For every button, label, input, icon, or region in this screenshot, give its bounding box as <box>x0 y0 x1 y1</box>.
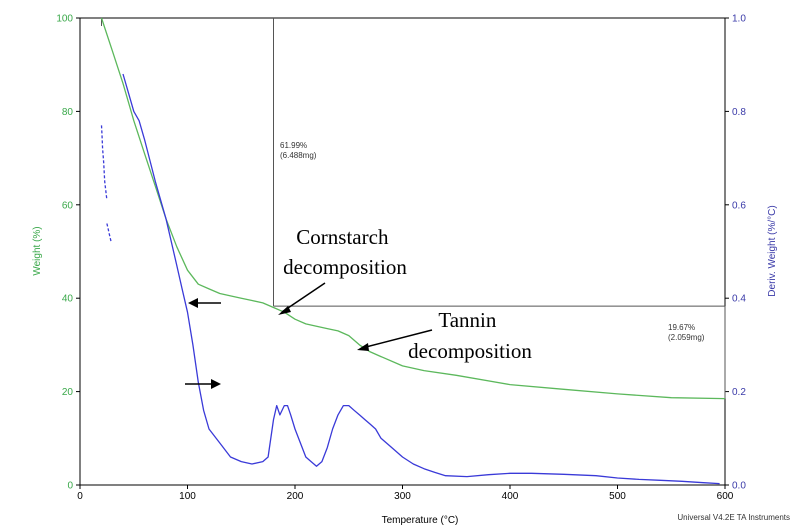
left-arrowhead <box>188 298 198 308</box>
x-tick-label: 500 <box>609 491 626 502</box>
tannin-label: Tannin decomposition <box>408 308 532 363</box>
step-annotation-1-line1: 61.99% <box>280 141 307 150</box>
x-axis-label: Temperature (°C) <box>382 515 459 526</box>
tannin-label-line2: decomposition <box>408 339 532 363</box>
step-annotation-1-line2: (6.488mg) <box>280 151 317 160</box>
tannin-label-line1: Tannin <box>438 308 497 332</box>
y-left-tick-label: 40 <box>62 294 74 305</box>
y-left-tick-label: 20 <box>62 387 74 398</box>
y-right-tick-label: 1.0 <box>732 14 746 25</box>
x-tick-label: 100 <box>179 491 196 502</box>
y-left-tick-label: 0 <box>67 481 73 492</box>
y-right-axis-label: Deriv. Weight (%/°C) <box>767 205 778 296</box>
right-arrowhead <box>211 379 221 389</box>
y-right-tick-label: 0.4 <box>732 294 746 305</box>
x-tick-label: 400 <box>502 491 519 502</box>
cornstarch-arrow <box>281 282 326 313</box>
y-right-tick-label: 0.6 <box>732 200 746 211</box>
x-tick-label: 600 <box>717 491 734 502</box>
y-left-tick-label: 80 <box>62 107 74 118</box>
y-right-tick-label: 0.0 <box>732 481 746 492</box>
x-tick-label: 0 <box>77 491 83 502</box>
x-tick-label: 300 <box>394 491 411 502</box>
cornstarch-label: Cornstarch decomposition <box>283 225 407 279</box>
y-right-tick-label: 0.2 <box>732 387 746 398</box>
step-annotation-2-line1: 19.67% <box>668 323 695 332</box>
step-annotation-2-line2: (2.059mg) <box>668 333 705 342</box>
cornstarch-arrowhead <box>278 306 291 315</box>
cornstarch-label-line2: decomposition <box>283 255 407 279</box>
step-annotation-2: 19.67% (2.059mg) <box>668 323 705 342</box>
step-annotation-1: 61.99% (6.488mg) <box>280 141 317 160</box>
y-left-axis-label: Weight (%) <box>32 226 43 275</box>
derivative-curve-3 <box>106 223 112 243</box>
derivative-curve-1 <box>122 73 720 485</box>
y-right-tick-label: 0.8 <box>732 107 746 118</box>
tannin-arrow <box>361 329 433 349</box>
y-left-tick-label: 100 <box>56 14 73 25</box>
annotation-arrows <box>185 282 433 389</box>
x-tick-label: 200 <box>287 491 304 502</box>
y-left-tick-label: 60 <box>62 200 74 211</box>
instrument-footer: Universal V4.2E TA Instruments <box>677 513 790 522</box>
cornstarch-label-line1: Cornstarch <box>296 225 389 249</box>
tannin-arrowhead <box>357 343 369 351</box>
derivative-curve-2 <box>100 125 108 201</box>
